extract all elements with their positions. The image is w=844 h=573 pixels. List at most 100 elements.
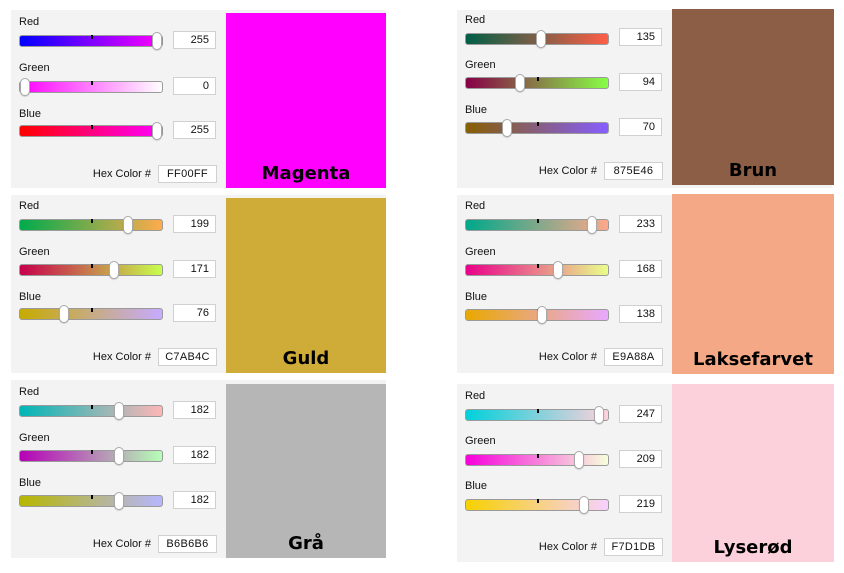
green-slider-thumb[interactable] bbox=[20, 78, 30, 96]
red-label: Red bbox=[19, 16, 40, 28]
color-controls: Red 135 Green 94 Blue 70 Hex Color # 875… bbox=[457, 10, 672, 188]
red-label: Red bbox=[19, 200, 40, 212]
slider-center-tick bbox=[91, 125, 93, 129]
red-slider-thumb[interactable] bbox=[586, 216, 597, 234]
blue-value-field[interactable]: 255 bbox=[173, 121, 216, 139]
red-label: Red bbox=[465, 200, 486, 212]
slider-center-tick bbox=[537, 409, 539, 413]
color-name: Grå bbox=[288, 533, 324, 554]
red-slider-thumb[interactable] bbox=[152, 32, 162, 50]
blue-slider[interactable] bbox=[465, 306, 609, 324]
green-value-field[interactable]: 94 bbox=[619, 73, 662, 91]
color-name: Laksefarvet bbox=[693, 349, 813, 370]
green-value-field[interactable]: 209 bbox=[619, 450, 662, 468]
green-label: Green bbox=[465, 59, 496, 71]
color-name: Magenta bbox=[261, 163, 351, 184]
color-controls: Red 233 Green 168 Blue 138 Hex Color # E… bbox=[457, 195, 672, 373]
green-slider[interactable] bbox=[19, 78, 163, 96]
red-slider-thumb[interactable] bbox=[593, 406, 604, 424]
green-value-field[interactable]: 0 bbox=[173, 77, 216, 95]
slider-center-tick bbox=[537, 454, 539, 458]
green-slider-thumb[interactable] bbox=[514, 74, 525, 92]
blue-value-field[interactable]: 70 bbox=[619, 118, 662, 136]
blue-value-field[interactable]: 76 bbox=[173, 304, 216, 322]
hex-color-label: Hex Color # bbox=[92, 538, 151, 550]
blue-slider[interactable] bbox=[465, 119, 609, 137]
blue-slider[interactable] bbox=[19, 122, 163, 140]
green-slider-thumb[interactable] bbox=[574, 451, 585, 469]
green-slider-thumb[interactable] bbox=[552, 261, 563, 279]
blue-slider-thumb[interactable] bbox=[537, 306, 548, 324]
red-label: Red bbox=[465, 14, 486, 26]
green-slider-thumb[interactable] bbox=[108, 261, 119, 279]
blue-label: Blue bbox=[19, 108, 42, 120]
green-slider[interactable] bbox=[465, 261, 609, 279]
red-slider-thumb[interactable] bbox=[535, 30, 546, 48]
green-value-field[interactable]: 168 bbox=[619, 260, 662, 278]
blue-slider[interactable] bbox=[465, 496, 609, 514]
red-value-field[interactable]: 199 bbox=[173, 215, 216, 233]
green-value-field[interactable]: 182 bbox=[173, 446, 216, 464]
red-slider[interactable] bbox=[19, 402, 163, 420]
blue-slider[interactable] bbox=[19, 305, 163, 323]
red-value-field[interactable]: 247 bbox=[619, 405, 662, 423]
slider-center-tick bbox=[91, 308, 93, 312]
color-card-guld: Red 199 Green 171 Blue 76 Hex Color # C7… bbox=[11, 195, 386, 373]
color-card-brun: Red 135 Green 94 Blue 70 Hex Color # 875… bbox=[457, 9, 834, 188]
red-slider[interactable] bbox=[465, 30, 609, 48]
hex-color-field[interactable]: FF00FF bbox=[158, 165, 217, 183]
blue-slider-thumb[interactable] bbox=[59, 305, 70, 323]
red-slider[interactable] bbox=[19, 216, 163, 234]
blue-slider-thumb[interactable] bbox=[114, 492, 125, 510]
hex-color-field[interactable]: C7AB4C bbox=[158, 348, 217, 366]
hex-color-label: Hex Color # bbox=[92, 351, 151, 363]
red-value-field[interactable]: 255 bbox=[173, 31, 216, 49]
green-slider[interactable] bbox=[465, 451, 609, 469]
hex-color-field[interactable]: 875E46 bbox=[604, 162, 663, 180]
green-value-field[interactable]: 171 bbox=[173, 260, 216, 278]
red-slider-thumb[interactable] bbox=[122, 216, 133, 234]
red-value-field[interactable]: 135 bbox=[619, 28, 662, 46]
color-card-graa: Red 182 Green 182 Blue 182 Hex Color # B… bbox=[11, 380, 386, 558]
hex-color-field[interactable]: E9A88A bbox=[604, 348, 663, 366]
green-slider-thumb[interactable] bbox=[114, 447, 125, 465]
red-slider[interactable] bbox=[465, 216, 609, 234]
hex-color-label: Hex Color # bbox=[538, 541, 597, 553]
blue-value-field[interactable]: 182 bbox=[173, 491, 216, 509]
red-value-field[interactable]: 233 bbox=[619, 215, 662, 233]
green-slider[interactable] bbox=[19, 261, 163, 279]
blue-slider-thumb[interactable] bbox=[502, 119, 513, 137]
blue-slider[interactable] bbox=[19, 492, 163, 510]
red-label: Red bbox=[19, 386, 40, 398]
red-value-field[interactable]: 182 bbox=[173, 401, 216, 419]
green-label: Green bbox=[19, 62, 50, 74]
green-slider[interactable] bbox=[465, 74, 609, 92]
hex-color-field[interactable]: B6B6B6 bbox=[158, 535, 217, 553]
slider-center-tick bbox=[91, 35, 93, 39]
blue-slider-thumb[interactable] bbox=[152, 122, 162, 140]
slider-center-tick bbox=[91, 219, 93, 223]
slider-center-tick bbox=[537, 499, 539, 503]
green-slider[interactable] bbox=[19, 447, 163, 465]
color-swatch: Grå bbox=[226, 384, 386, 558]
blue-value-field[interactable]: 219 bbox=[619, 495, 662, 513]
color-controls: Red 199 Green 171 Blue 76 Hex Color # C7… bbox=[11, 195, 226, 373]
blue-value-field[interactable]: 138 bbox=[619, 305, 662, 323]
color-card-magenta: Red 255 Green 0 Blue 255 Hex Color # FF0… bbox=[11, 10, 386, 188]
hex-color-label: Hex Color # bbox=[538, 165, 597, 177]
hex-color-field[interactable]: F7D1DB bbox=[604, 538, 663, 556]
color-name: Guld bbox=[282, 348, 330, 369]
color-card-laksefarvet: Red 233 Green 168 Blue 138 Hex Color # E… bbox=[457, 194, 834, 374]
green-label: Green bbox=[19, 432, 50, 444]
slider-center-tick bbox=[537, 77, 539, 81]
blue-slider-thumb[interactable] bbox=[579, 496, 590, 514]
blue-label: Blue bbox=[19, 477, 42, 489]
red-slider-thumb[interactable] bbox=[114, 402, 125, 420]
blue-label: Blue bbox=[465, 291, 488, 303]
red-slider[interactable] bbox=[465, 406, 609, 424]
color-card-lyseroed: Red 247 Green 209 Blue 219 Hex Color # F… bbox=[457, 384, 834, 562]
color-swatch: Magenta bbox=[226, 13, 386, 188]
red-slider[interactable] bbox=[19, 32, 163, 50]
red-label: Red bbox=[465, 390, 486, 402]
slider-center-tick bbox=[91, 450, 93, 454]
